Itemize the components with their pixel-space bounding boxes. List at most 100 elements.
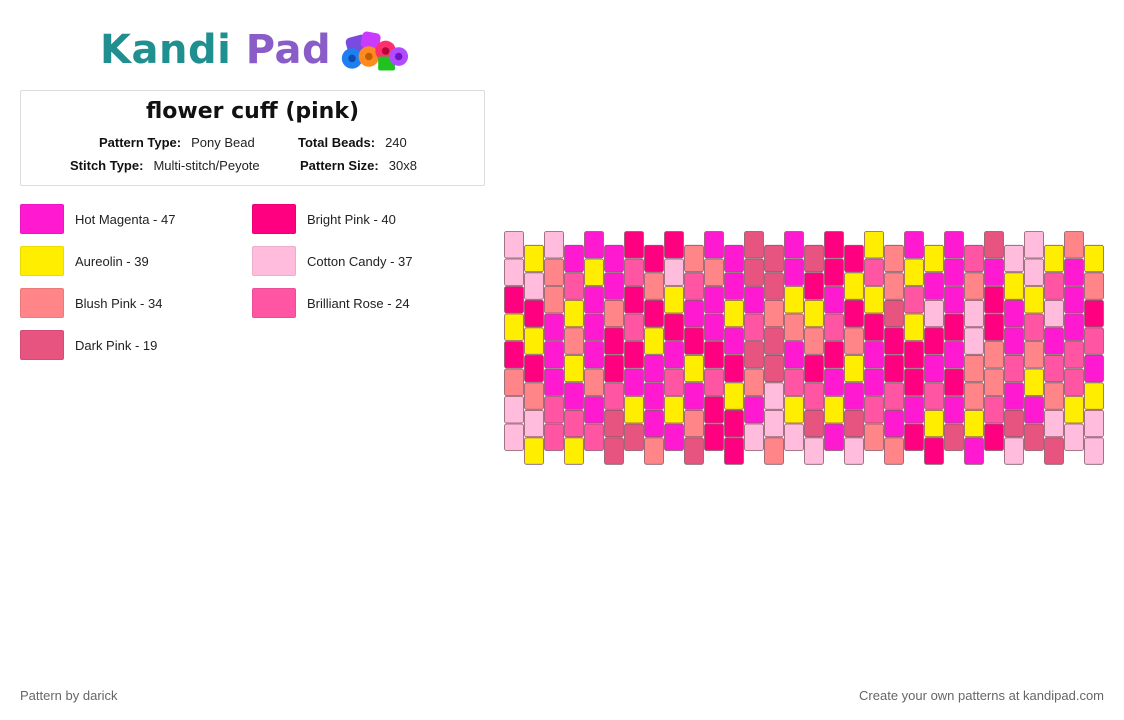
bead [744,368,764,396]
bead [524,354,544,383]
bead [784,368,804,396]
bead [524,437,544,465]
bead [1004,409,1024,438]
bead [564,382,584,410]
legend-swatch [20,204,64,234]
bead [664,286,684,314]
bead [1044,409,1064,438]
legend-item: Hot Magenta - 47 [20,203,175,235]
legend-swatch [20,330,64,360]
bead [844,354,864,383]
bead [584,423,604,451]
bead [884,327,904,355]
bead [744,231,764,259]
bead [584,231,604,259]
bead [744,258,764,286]
bead [1064,368,1084,396]
logo-text-kandi: Kandi [100,27,232,73]
bead [504,231,524,259]
bead [824,368,844,396]
kandipad-logo[interactable]: Kandi Pad [100,24,410,76]
legend-item: Cotton Candy - 37 [252,245,413,277]
bead [1084,437,1104,465]
bead [804,354,824,383]
logo-text-pad: Pad [231,27,332,73]
stitch-type-value: Multi-stitch/Peyote [153,158,260,173]
bead [624,368,644,396]
bead [884,437,904,465]
bead [564,327,584,355]
bead [1044,437,1064,465]
bead [904,231,924,259]
bead [1084,382,1104,410]
bead [1004,244,1024,273]
bead [604,327,624,355]
bead [924,272,944,300]
bead [944,258,964,286]
legend-label: Bright Pink - 40 [307,211,396,227]
bead [924,409,944,438]
bead [684,244,704,273]
bead [944,341,964,369]
bead [604,409,624,438]
bead [544,231,564,259]
bead [824,423,844,451]
total-beads-row: Total Beads: 240 [298,135,407,150]
kandipad-promo-link[interactable]: Create your own patterns at kandipad.com [859,688,1104,703]
bead [744,313,764,341]
bead [844,382,864,410]
bead [624,258,644,286]
bead [1084,244,1104,273]
bead [664,341,684,369]
bead [764,244,784,273]
bead [984,423,1004,451]
bead [1004,272,1024,300]
logo-wordmark: Kandi Pad [100,24,331,76]
legend-label: Hot Magenta - 47 [75,211,176,227]
bead [784,341,804,369]
bead [744,396,764,424]
bead [544,396,564,424]
bead [624,286,644,314]
bead [804,409,824,438]
bead [1024,313,1044,341]
bead [864,286,884,314]
stitch-type-label: Stitch Type: [70,158,144,173]
bead [504,286,524,314]
legend-swatch [252,246,296,276]
bead [884,299,904,328]
bead [1044,299,1064,328]
bead [564,437,584,465]
bead [864,313,884,341]
bead [904,286,924,314]
bead [624,341,644,369]
legend-item: Bright Pink - 40 [252,203,396,235]
bead [664,231,684,259]
bead [824,341,844,369]
bead [924,382,944,410]
bead [644,244,664,273]
bead [684,272,704,300]
bead [604,272,624,300]
bead [1004,299,1024,328]
bead [784,396,804,424]
bead [564,409,584,438]
bead [764,299,784,328]
bead [604,244,624,273]
bead [804,244,824,273]
bead [1064,231,1084,259]
bead [604,299,624,328]
bead [824,286,844,314]
bead [524,272,544,300]
bead [824,313,844,341]
bead [1044,354,1064,383]
bead [1044,244,1064,273]
bead [944,368,964,396]
bead [944,423,964,451]
stitch-type-row: Stitch Type: Multi-stitch/Peyote [70,158,260,173]
bead [704,396,724,424]
bead [964,272,984,300]
bead [984,341,1004,369]
bead [764,272,784,300]
bead [804,382,824,410]
